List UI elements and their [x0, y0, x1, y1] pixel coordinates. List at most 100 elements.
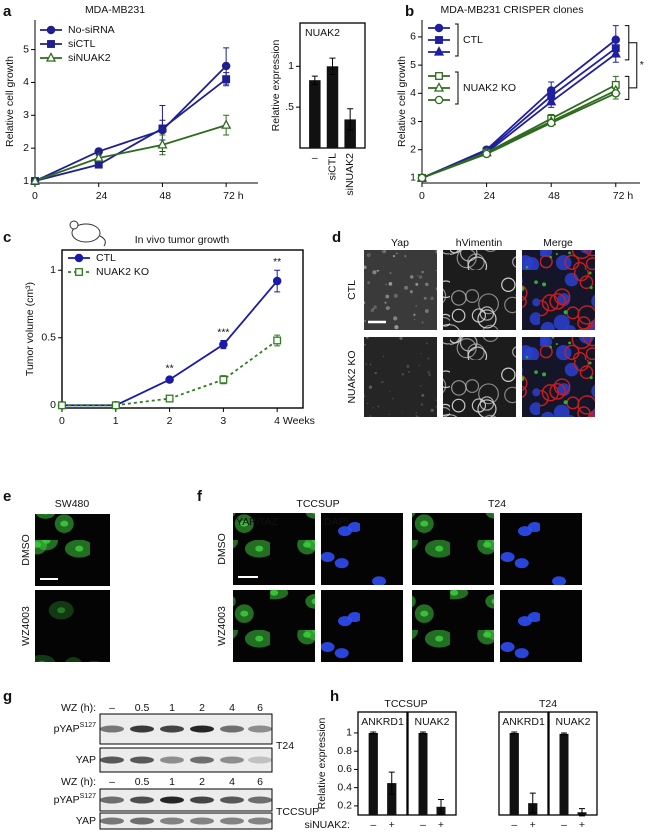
blot: [99, 788, 273, 812]
chart-title: TCCSUP: [384, 698, 427, 710]
band: [248, 796, 272, 804]
cell-line-label: T24: [276, 740, 294, 752]
image-title: TCCSUP: [296, 498, 339, 510]
time-label: WZ (h):: [61, 702, 96, 714]
row-label: DMSO: [20, 534, 32, 566]
x-tick-label: –: [312, 152, 318, 164]
band-superscript: S127: [80, 793, 96, 800]
micrograph: [364, 337, 437, 417]
band: [160, 756, 184, 764]
x-tick-label: +: [579, 819, 585, 831]
marker: [482, 149, 491, 159]
mouse-tail: [99, 235, 106, 247]
x-tick-label: –: [420, 819, 426, 831]
marker: [433, 46, 445, 56]
significance-label: *: [640, 59, 644, 71]
time-value: 6: [257, 702, 263, 714]
band: [190, 725, 214, 733]
marker: [158, 124, 167, 133]
x-tick-label: 24: [484, 190, 496, 202]
column-label: Merge: [543, 237, 573, 249]
y-tick-label: 0.6: [337, 763, 352, 775]
blot: [99, 747, 273, 773]
micrograph: [233, 513, 315, 585]
mouse-body: [71, 223, 101, 243]
band-label: pYAPS127: [54, 722, 97, 735]
marker: [165, 375, 174, 384]
micrograph: [233, 590, 315, 662]
bar: [418, 732, 428, 815]
time-value: 0.5: [135, 776, 150, 788]
panel-letter: h: [330, 688, 339, 705]
series-line: [34, 78, 227, 182]
y-tick-label: .5: [285, 101, 294, 113]
x-tick-label: –: [561, 819, 567, 831]
legend-label: CTL: [96, 252, 116, 264]
y-tick-label: 1: [50, 264, 56, 276]
band-label: YAP: [76, 815, 96, 827]
series-line: [421, 92, 617, 179]
y-tick-label: 1: [346, 727, 352, 739]
bar: [326, 66, 339, 148]
panel-frame: [357, 711, 408, 816]
y-tick-label: 5: [23, 43, 29, 55]
band: [100, 796, 124, 804]
series-line: [421, 47, 617, 179]
y-axis-label: Relative expression: [270, 40, 282, 132]
error-bar: [329, 57, 336, 75]
marker: [221, 61, 231, 71]
x-tick-label: 48: [159, 190, 171, 202]
band-name: pYAP: [54, 723, 80, 735]
marker: [47, 40, 55, 48]
panel-letter: b: [405, 3, 414, 20]
panel-title: ANKRD1: [502, 716, 545, 728]
row-label: NUAK2 KO: [346, 350, 358, 403]
legend-label: NUAK2 KO: [463, 82, 516, 94]
blot: [99, 713, 273, 745]
y-tick-label: 1: [23, 175, 29, 187]
micrograph: [412, 590, 494, 662]
series-line: [421, 84, 617, 179]
y-tick-label: 3: [23, 109, 29, 121]
x-tick-label: 3: [220, 415, 226, 427]
band: [190, 756, 214, 764]
panel-letter: g: [3, 688, 12, 705]
legend-label: CTL: [463, 34, 483, 46]
time-value: 0.5: [135, 702, 150, 714]
marker: [94, 160, 103, 169]
x-tick-label: 0: [419, 190, 425, 202]
micrograph: [500, 513, 582, 585]
series-line: [421, 39, 617, 179]
band-name: YAP: [76, 815, 96, 827]
x-tick-label: siCTL: [326, 153, 338, 181]
band: [220, 817, 244, 825]
channel-label: YAP/TAZ: [236, 516, 279, 528]
bar: [387, 783, 397, 815]
band: [220, 756, 244, 764]
micrograph: [364, 250, 437, 330]
error-bar: [438, 799, 444, 815]
time-value: –: [109, 702, 115, 714]
marker: [93, 152, 104, 162]
y-tick-label: 0.4: [337, 781, 352, 793]
chart-title: MDA-MB231 CRISPER clones: [441, 4, 584, 16]
y-axis-label: Relative expression: [316, 718, 328, 810]
panel-letter: c: [3, 229, 11, 246]
bar: [344, 119, 356, 148]
x-tick-label: 1: [113, 415, 119, 427]
x-tick-label: 4 Weeks: [274, 415, 315, 427]
y-tick-label: 0: [50, 399, 56, 411]
bar: [309, 80, 321, 148]
y-tick-label: 1: [288, 60, 294, 72]
error-bar: [347, 108, 354, 131]
band: [130, 817, 154, 825]
legend-bracket: [455, 23, 459, 57]
band: [130, 796, 154, 804]
x-tick-label: 24: [96, 190, 108, 202]
y-tick-label: 0.5: [41, 332, 56, 344]
row-label: DMSO: [216, 533, 228, 565]
significance-bracket: [624, 75, 630, 100]
y-tick-label: 1: [410, 172, 416, 184]
marker: [29, 175, 41, 185]
band: [130, 725, 154, 733]
